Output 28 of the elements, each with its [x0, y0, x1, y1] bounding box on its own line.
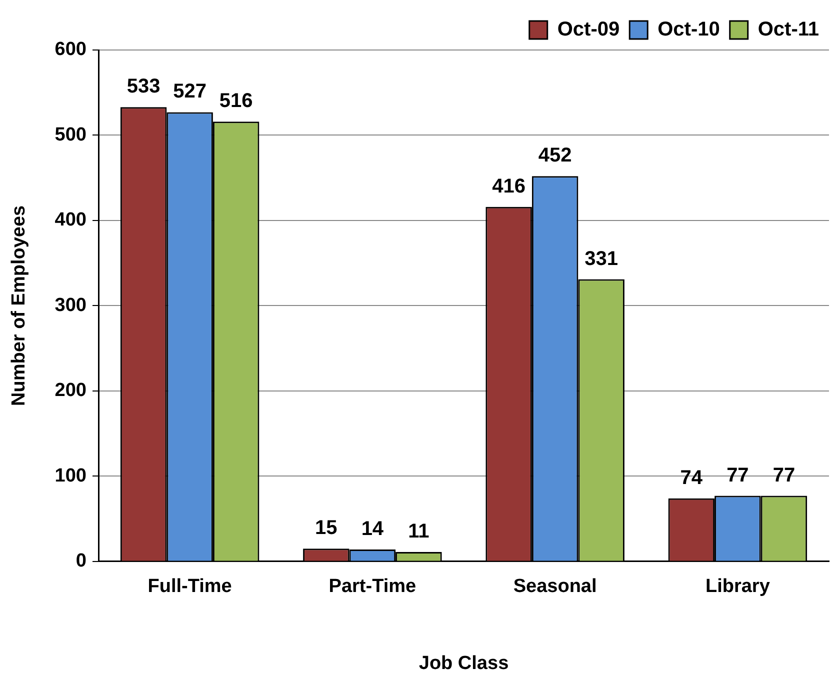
legend-label: Oct-10: [658, 18, 720, 41]
data-label: 77: [726, 464, 749, 486]
legend-label: Oct-11: [758, 18, 820, 41]
legend-label: Oct-09: [557, 18, 620, 41]
y-tick-label: 200: [54, 380, 86, 402]
data-label: 416: [492, 175, 526, 198]
x-axis-title: Job Class: [418, 652, 509, 674]
x-tick-label: Full-Time: [148, 576, 232, 598]
x-tick-label: Library: [705, 576, 770, 598]
data-label: 14: [361, 518, 384, 540]
data-label: 452: [538, 144, 572, 167]
data-label: 11: [408, 520, 430, 543]
data-label: 15: [315, 517, 338, 540]
data-label: 527: [173, 80, 206, 103]
y-tick-label: 600: [54, 39, 86, 60]
x-tick-label: Seasonal: [513, 576, 597, 598]
y-axis-title: Number of Employees: [8, 205, 30, 406]
y-tick-label: 0: [76, 550, 86, 572]
data-label: 516: [219, 90, 253, 112]
y-tick-label: 100: [54, 465, 86, 486]
data-label: 331: [584, 248, 618, 270]
y-tick-label: 300: [54, 294, 86, 316]
x-tick-label: Part-Time: [328, 576, 416, 598]
data-label: 77: [772, 464, 796, 486]
data-label: 74: [680, 466, 704, 489]
y-tick-label: 400: [54, 210, 86, 231]
data-label: 533: [126, 76, 160, 98]
y-tick-label: 500: [54, 124, 86, 146]
